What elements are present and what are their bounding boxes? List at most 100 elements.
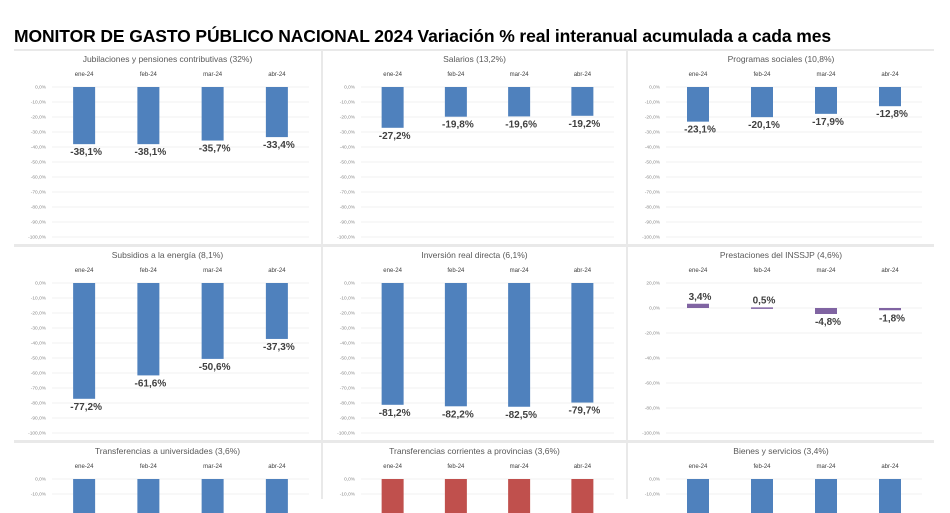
chart-grid: Jubilaciones y pensiones contributivas (…: [14, 49, 934, 513]
category-label: abr-24: [574, 464, 592, 470]
tick-label: 0,0%: [344, 477, 356, 483]
bar: [815, 87, 837, 114]
category-label: abr-24: [574, 268, 592, 274]
tick-label: -100,0%: [642, 431, 661, 437]
tick-label: 0,0%: [649, 306, 661, 312]
tick-label: -50,0%: [340, 160, 356, 166]
chart-svg: Inversión real directa (6,1%) 0,0% -10,0% -…: [337, 250, 614, 437]
tick-label: -10,0%: [645, 100, 661, 106]
bar: [73, 87, 96, 145]
tick-label: -40,0%: [340, 341, 356, 347]
chart-panel: Programas sociales (10,8%) 0,0% -10,0% -20,…: [628, 51, 934, 244]
bar: [571, 87, 594, 116]
bar: [571, 479, 594, 513]
bar: [137, 87, 160, 145]
category-label: feb-24: [447, 72, 465, 78]
tick-label: -100,0%: [337, 431, 356, 437]
tick-label: -50,0%: [31, 356, 47, 362]
category-label: feb-24: [753, 464, 771, 470]
data-label: -77,2%: [70, 402, 102, 413]
category-label: abr-24: [881, 464, 899, 470]
bar: [137, 479, 160, 513]
category-label: ene-24: [383, 72, 402, 78]
tick-label: -40,0%: [645, 145, 661, 151]
tick-label: -20,0%: [340, 311, 356, 317]
chart-title: Subsidios a la energía (8,1%): [112, 250, 224, 260]
data-label: -81,2%: [379, 408, 411, 419]
category-label: mar-24: [816, 72, 836, 78]
tick-label: -70,0%: [340, 386, 356, 392]
data-label: -23,1%: [684, 125, 716, 136]
chart-panel: Transferencias a universidades (3,6%) 0,0…: [14, 443, 321, 513]
category-label: mar-24: [203, 72, 223, 78]
data-label: -33,4%: [263, 140, 295, 151]
tick-label: -30,0%: [340, 130, 356, 136]
tick-label: -90,0%: [31, 416, 47, 422]
tick-label: -30,0%: [31, 326, 47, 332]
tick-label: -10,0%: [340, 296, 356, 302]
category-label: mar-24: [816, 464, 836, 470]
bar: [381, 283, 404, 405]
bar: [73, 479, 96, 513]
chart-title: Bienes y servicios (3,4%): [733, 446, 829, 456]
chart-title: Programas sociales (10,8%): [728, 54, 835, 64]
tick-label: 20,0%: [646, 281, 660, 287]
data-label: -37,3%: [263, 342, 295, 353]
tick-label: -90,0%: [340, 220, 356, 226]
tick-label: 0,0%: [649, 477, 661, 483]
tick-label: -80,0%: [340, 401, 356, 407]
data-label: -20,1%: [748, 120, 780, 131]
tick-label: 0,0%: [344, 281, 356, 287]
bar: [687, 479, 709, 513]
chart-title: Jubilaciones y pensiones contributivas (…: [83, 54, 253, 64]
data-label: -50,6%: [199, 362, 231, 373]
data-label: -19,6%: [505, 119, 537, 130]
data-label: -61,6%: [135, 378, 167, 389]
category-label: mar-24: [203, 464, 223, 470]
tick-label: -70,0%: [645, 190, 661, 196]
category-label: abr-24: [268, 268, 286, 274]
tick-label: -20,0%: [31, 115, 47, 121]
bar: [265, 283, 288, 339]
tick-label: -60,0%: [31, 371, 47, 377]
data-label: -19,2%: [569, 119, 601, 130]
category-label: mar-24: [510, 72, 530, 78]
bar: [879, 479, 901, 513]
tick-label: -60,0%: [645, 175, 661, 181]
tick-label: -70,0%: [31, 190, 47, 196]
chart-title: Transferencias a universidades (3,6%): [95, 446, 240, 456]
category-label: ene-24: [689, 268, 708, 274]
bar: [265, 87, 288, 138]
category-label: feb-24: [753, 72, 771, 78]
bar: [879, 87, 901, 107]
category-label: ene-24: [383, 464, 402, 470]
tick-label: -100,0%: [337, 235, 356, 241]
category-label: abr-24: [268, 72, 286, 78]
tick-label: -50,0%: [340, 356, 356, 362]
tick-label: -10,0%: [340, 100, 356, 106]
category-label: mar-24: [510, 268, 530, 274]
bar: [201, 283, 224, 359]
tick-label: -20,0%: [340, 115, 356, 121]
category-label: abr-24: [268, 464, 286, 470]
tick-label: 0,0%: [35, 281, 47, 287]
data-label: 3,4%: [689, 292, 712, 303]
chart-svg: Bienes y servicios (3,4%) 0,0% -10,0% ene-2…: [645, 446, 922, 513]
chart-svg: Jubilaciones y pensiones contributivas (…: [28, 54, 309, 241]
category-label: ene-24: [689, 72, 708, 78]
bar: [73, 283, 96, 399]
bar: [687, 87, 709, 122]
tick-label: -10,0%: [31, 492, 47, 498]
category-label: ene-24: [383, 268, 402, 274]
chart-panel: Prestaciones del INSSJP (4,6%) 20,0% 0,0% -…: [628, 247, 934, 440]
tick-label: -80,0%: [31, 205, 47, 211]
chart-svg: Transferencias a universidades (3,6%) 0,0…: [31, 446, 309, 513]
chart-panel: Salarios (13,2%) 0,0% -10,0% -20,0% -30,0% -4…: [323, 51, 626, 244]
bar: [201, 479, 224, 513]
tick-label: -80,0%: [340, 205, 356, 211]
category-label: mar-24: [203, 268, 223, 274]
category-label: feb-24: [140, 72, 158, 78]
tick-label: -100,0%: [642, 235, 661, 241]
chart-title: Salarios (13,2%): [443, 54, 506, 64]
tick-label: -20,0%: [645, 115, 661, 121]
